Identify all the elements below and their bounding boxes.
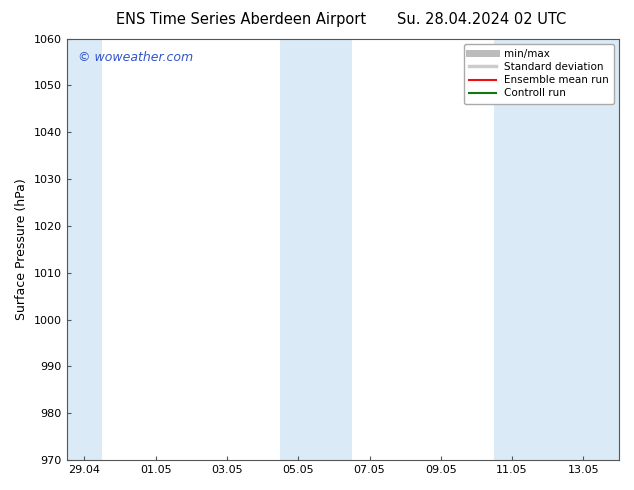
Bar — [495, 39, 619, 460]
Text: © woweather.com: © woweather.com — [77, 51, 193, 64]
Bar — [67, 39, 102, 460]
Text: Su. 28.04.2024 02 UTC: Su. 28.04.2024 02 UTC — [398, 12, 566, 27]
Y-axis label: Surface Pressure (hPa): Surface Pressure (hPa) — [15, 178, 28, 320]
Legend: min/max, Standard deviation, Ensemble mean run, Controll run: min/max, Standard deviation, Ensemble me… — [464, 44, 614, 103]
Bar — [280, 39, 352, 460]
Text: ENS Time Series Aberdeen Airport: ENS Time Series Aberdeen Airport — [116, 12, 366, 27]
